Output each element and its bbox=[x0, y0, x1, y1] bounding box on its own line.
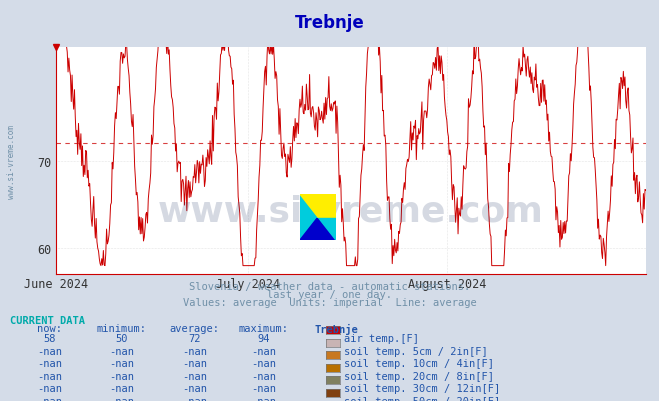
Text: soil temp. 10cm / 4in[F]: soil temp. 10cm / 4in[F] bbox=[344, 358, 494, 369]
Text: -nan: -nan bbox=[182, 383, 207, 393]
Text: -nan: -nan bbox=[109, 358, 134, 369]
Text: soil temp. 50cm / 20in[F]: soil temp. 50cm / 20in[F] bbox=[344, 396, 500, 401]
Text: -nan: -nan bbox=[182, 346, 207, 356]
Text: soil temp. 20cm / 8in[F]: soil temp. 20cm / 8in[F] bbox=[344, 371, 494, 381]
Polygon shape bbox=[300, 217, 318, 241]
Text: www.si-vreme.com: www.si-vreme.com bbox=[7, 124, 16, 198]
Text: Values: average  Units: imperial  Line: average: Values: average Units: imperial Line: av… bbox=[183, 298, 476, 308]
Text: CURRENT DATA: CURRENT DATA bbox=[10, 315, 85, 325]
Text: 94: 94 bbox=[258, 334, 270, 344]
Text: -nan: -nan bbox=[182, 358, 207, 369]
Text: minimum:: minimum: bbox=[97, 324, 147, 334]
Text: -nan: -nan bbox=[37, 358, 62, 369]
Text: 72: 72 bbox=[188, 334, 200, 344]
Text: soil temp. 30cm / 12in[F]: soil temp. 30cm / 12in[F] bbox=[344, 383, 500, 393]
Text: -nan: -nan bbox=[109, 371, 134, 381]
Text: last year / one day.: last year / one day. bbox=[267, 290, 392, 300]
Text: 58: 58 bbox=[43, 334, 55, 344]
Text: -nan: -nan bbox=[251, 383, 276, 393]
Text: -nan: -nan bbox=[37, 383, 62, 393]
Text: -nan: -nan bbox=[251, 346, 276, 356]
Polygon shape bbox=[300, 194, 336, 217]
Text: -nan: -nan bbox=[251, 396, 276, 401]
Text: air temp.[F]: air temp.[F] bbox=[344, 334, 419, 344]
Text: Trebnje: Trebnje bbox=[295, 14, 364, 32]
Text: www.si-vreme.com: www.si-vreme.com bbox=[158, 194, 544, 228]
Text: -nan: -nan bbox=[182, 371, 207, 381]
Text: -nan: -nan bbox=[37, 346, 62, 356]
Text: average:: average: bbox=[169, 324, 219, 334]
Text: -nan: -nan bbox=[109, 383, 134, 393]
Text: -nan: -nan bbox=[109, 396, 134, 401]
Text: now:: now: bbox=[37, 324, 62, 334]
Text: Trebnje: Trebnje bbox=[314, 324, 358, 334]
Text: 50: 50 bbox=[116, 334, 128, 344]
Text: Slovenia / weather data - automatic stations.: Slovenia / weather data - automatic stat… bbox=[189, 282, 470, 292]
Text: -nan: -nan bbox=[251, 358, 276, 369]
Text: soil temp. 5cm / 2in[F]: soil temp. 5cm / 2in[F] bbox=[344, 346, 488, 356]
Text: -nan: -nan bbox=[251, 371, 276, 381]
Polygon shape bbox=[300, 194, 336, 241]
Polygon shape bbox=[300, 217, 336, 241]
Text: maximum:: maximum: bbox=[239, 324, 289, 334]
Polygon shape bbox=[300, 194, 336, 217]
Text: -nan: -nan bbox=[182, 396, 207, 401]
Text: -nan: -nan bbox=[109, 346, 134, 356]
Text: -nan: -nan bbox=[37, 396, 62, 401]
Text: -nan: -nan bbox=[37, 371, 62, 381]
